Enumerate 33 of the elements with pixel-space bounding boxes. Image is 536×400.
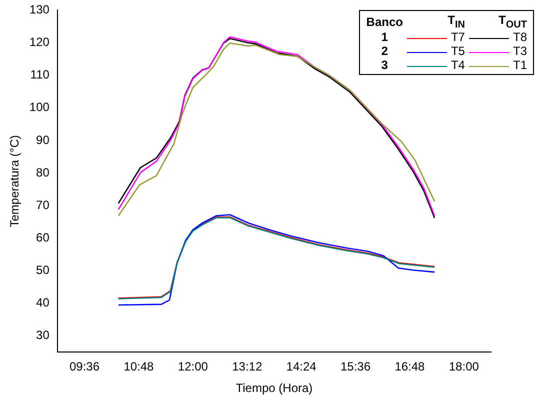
legend-title: Banco	[365, 14, 404, 30]
y-tick-label: 60	[36, 230, 50, 245]
x-tick-label: 12:00	[178, 360, 208, 374]
x-tick-label: 15:36	[340, 360, 371, 374]
x-tick-label: 13:12	[232, 360, 262, 374]
y-axis-title: Temperatura (°C)	[8, 135, 22, 228]
y-tick-label: 30	[36, 328, 50, 342]
x-axis-title: Tiempo (Hora)	[236, 381, 313, 396]
y-tick-label: 80	[36, 165, 50, 180]
x-tick-label: 18:00	[448, 360, 480, 374]
legend-label: T5	[450, 44, 466, 58]
annotation: 3	[380, 58, 389, 72]
y-tick-label: 100	[29, 100, 50, 114]
y-tick-label: 70	[36, 198, 50, 212]
y-tick-label: 50	[36, 263, 50, 278]
annotation: 1	[380, 30, 389, 44]
x-tick-label: 16:48	[394, 360, 426, 374]
legend-label: T1	[512, 58, 528, 72]
text: T$_{OUT}$	[498, 13, 528, 30]
legend-label: T3	[512, 44, 528, 58]
x-tick-label: 14:24	[286, 360, 317, 374]
y-tick-label: 110	[30, 68, 50, 82]
x-tick-label: 09:36	[70, 360, 100, 374]
y-tick-label: 130	[29, 2, 50, 17]
y-tick-label: 40	[36, 296, 50, 310]
y-tick-label: 90	[36, 132, 50, 147]
annotation: T$_{IN}$	[446, 13, 466, 30]
legend-label: T7	[450, 30, 466, 44]
legend-label: T8	[512, 30, 528, 44]
legend-label: T4	[450, 58, 466, 72]
y-tick-label: 120	[29, 35, 50, 50]
x-tick-label: 10:48	[124, 360, 154, 374]
annotation: 2	[380, 44, 389, 58]
